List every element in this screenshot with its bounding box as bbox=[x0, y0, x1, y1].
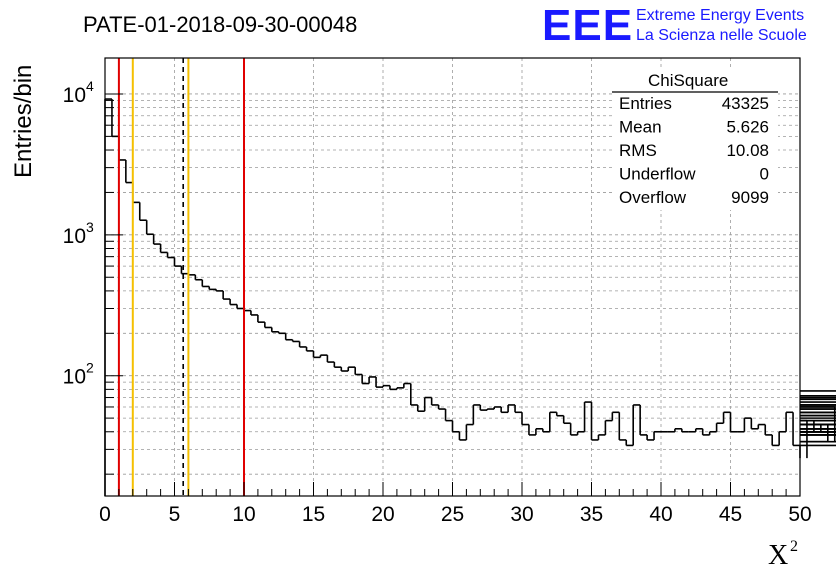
histogram-series bbox=[104, 98, 836, 496]
eee-logo-line1: Extreme Energy Events bbox=[636, 7, 804, 24]
stats-row-value: 43325 bbox=[722, 94, 769, 113]
stats-row-value: 9099 bbox=[731, 188, 769, 207]
x-tick-label: 0 bbox=[99, 503, 111, 526]
y-tick-label: 10 bbox=[63, 84, 86, 107]
stats-row-value: 10.08 bbox=[726, 141, 769, 160]
x-tick-label: 10 bbox=[232, 503, 255, 526]
chart-title: PATE-01-2018-09-30-00048 bbox=[83, 12, 357, 37]
x-tick-label: 50 bbox=[788, 503, 811, 526]
x-tick-label: 45 bbox=[719, 503, 742, 526]
y-tick-label-exponent: 3 bbox=[86, 219, 94, 235]
x-tick-label: 25 bbox=[441, 503, 464, 526]
x-axis-label-sup: 2 bbox=[790, 538, 798, 555]
stats-title: ChiSquare bbox=[648, 71, 728, 90]
x-tick-label: 30 bbox=[510, 503, 533, 526]
x-tick-label: 20 bbox=[371, 503, 394, 526]
stats-row-key: Entries bbox=[619, 94, 672, 113]
eee-logo-line2: La Scienza nelle Scuole bbox=[636, 27, 807, 44]
x-axis-label-base: X bbox=[768, 540, 788, 571]
stats-row-key: RMS bbox=[619, 141, 657, 160]
x-tick-label: 15 bbox=[302, 503, 325, 526]
reference-lines bbox=[117, 58, 245, 496]
stats-box: ChiSquare Entries 43325 Mean 5.626 RMS 10.08 U… bbox=[612, 68, 778, 210]
eee-logo: EEE Extreme Energy Events La Scienza nel… bbox=[542, 1, 807, 50]
y-tick-label-exponent: 4 bbox=[86, 78, 94, 94]
stats-row-value: 5.626 bbox=[726, 118, 769, 137]
y-axis-label: Entries/bin bbox=[10, 65, 37, 178]
stats-row-key: Mean bbox=[619, 118, 662, 137]
y-tick-label-exponent: 2 bbox=[86, 360, 94, 376]
stats-row-key: Underflow bbox=[619, 165, 696, 184]
x-tick-label: 5 bbox=[169, 503, 181, 526]
axis-ticks bbox=[104, 93, 801, 496]
x-tick-label: 35 bbox=[580, 503, 603, 526]
stats-rows: Entries 43325 Mean 5.626 RMS 10.08 Underflow 0 O… bbox=[619, 94, 769, 207]
eee-logo-mark: EEE bbox=[542, 1, 633, 50]
x-tick-label: 40 bbox=[649, 503, 672, 526]
x-axis-label: X 2 bbox=[768, 538, 798, 571]
y-tick-label: 10 bbox=[63, 366, 86, 389]
stats-row-key: Overflow bbox=[619, 188, 687, 207]
stats-row-value: 0 bbox=[760, 165, 769, 184]
x-tick-labels: 0 5 10 15 20 25 30 35 40 45 50 bbox=[99, 503, 812, 526]
y-tick-label: 10 bbox=[63, 225, 86, 248]
